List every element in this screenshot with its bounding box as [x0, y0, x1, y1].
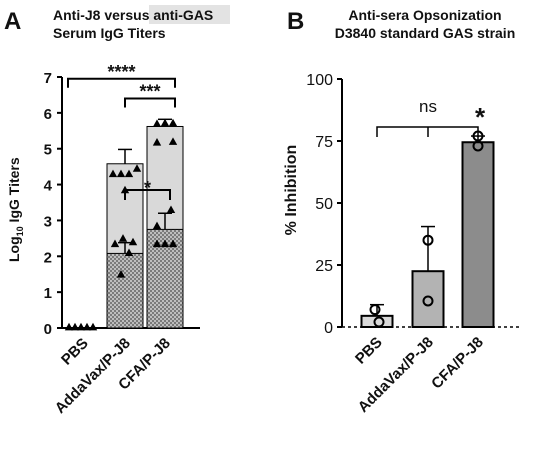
ylabel-prefix: Log: [6, 236, 22, 262]
a-sig-bracket-adda-cfa-label: ***: [139, 82, 160, 102]
a-sig-bracket-pbs-cfa-label: ****: [107, 62, 135, 82]
b-sig-label-ns: ns: [419, 97, 437, 116]
a-point-anti-gas: [124, 248, 134, 257]
b-y-tick-label: 25: [315, 258, 333, 275]
a-point-pbs: [76, 322, 86, 331]
ylabel-sub: 10: [15, 226, 25, 236]
b-y-tick-label: 50: [315, 196, 333, 213]
a-sig-bracket-adda-cfa: ***: [124, 82, 176, 108]
b-point: [422, 295, 434, 307]
a-sig-bracket-anti-gas-line: [124, 188, 171, 200]
panel-a-letter: A: [4, 8, 21, 35]
a-point-anti-j8: [108, 169, 118, 178]
a-y-tick-label: 6: [44, 106, 52, 123]
a-point-anti-gas: [152, 239, 162, 248]
a-point-pbs: [82, 322, 92, 331]
a-point-anti-j8: [152, 138, 162, 146]
a-y-tick-label: 1: [44, 285, 52, 302]
b-y-tick-label: 0: [324, 320, 333, 337]
a-point-anti-j8: [168, 118, 178, 127]
b-sig-label-star: *: [475, 102, 486, 132]
b-bar: [461, 141, 495, 328]
panel-a-title-line1: Anti-J8 versus anti-GAS: [53, 7, 213, 23]
panel-b-title-line2: D3840 standard GAS strain: [335, 25, 516, 41]
a-bar-anti-gas: [106, 252, 144, 329]
a-y-tick-label: 4: [44, 178, 53, 195]
panel-b-letter: B: [287, 8, 304, 35]
b-bar: [411, 270, 445, 329]
a-y-tick-label: 0: [44, 321, 52, 338]
ylabel-suffix: IgG Titers: [6, 157, 22, 226]
a-point-anti-j8: [124, 169, 134, 178]
panel-a-title-highlight: anti-GAS: [153, 7, 213, 23]
a-sig-bracket-anti-gas: *: [124, 178, 171, 200]
a-point-anti-gas: [152, 221, 162, 230]
a-category-label: PBS: [58, 335, 92, 369]
a-point-anti-gas: [128, 237, 138, 246]
a-point-anti-gas: [116, 270, 126, 278]
b-point: [369, 304, 381, 316]
b-point: [373, 316, 385, 328]
title-highlight-box: [149, 5, 230, 24]
a-point-anti-gas: [160, 239, 170, 248]
a-point-anti-gas: [118, 234, 128, 242]
panel-b-ylabel: % Inhibition: [283, 145, 300, 236]
a-point-pbs: [64, 322, 74, 331]
b-point: [472, 140, 484, 152]
b-category-label: CFA/P-J8: [428, 334, 487, 393]
a-point-anti-gas: [110, 239, 120, 248]
a-point-anti-j8: [132, 164, 142, 172]
b-y-tick-label: 100: [306, 72, 333, 89]
a-y-tick-label: 2: [44, 249, 52, 266]
panel-a-title-line2: Serum IgG Titers: [53, 25, 166, 41]
b-sig-brackets: ns *: [376, 97, 486, 137]
panel-a-ylabel: Log10 IgG Titers: [6, 157, 25, 262]
b-y-tick-label: 75: [315, 134, 333, 151]
a-point-anti-j8: [168, 137, 178, 145]
b-category-label: PBS: [352, 334, 386, 368]
a-point-anti-gas: [168, 239, 178, 248]
b-point: [422, 234, 434, 246]
a-point-anti-j8: [160, 118, 170, 127]
a-point-anti-j8: [116, 169, 126, 178]
a-y-tick-label: 7: [44, 70, 52, 87]
a-y-tick-label: 3: [44, 213, 52, 230]
panel-a-title-part1: Anti-J8 versus: [53, 7, 150, 23]
a-point-anti-gas: [166, 205, 176, 214]
a-sig-bracket-pbs-cfa: ****: [67, 62, 176, 88]
a-point-pbs: [88, 322, 98, 331]
a-sig-bracket-pbs-cfa-line: [67, 77, 176, 88]
a-sig-bracket-anti-gas-label: *: [144, 178, 151, 198]
panel-b-title-line1: Anti-sera Opsonization: [348, 7, 501, 23]
a-point-anti-j8: [152, 119, 162, 127]
a-y-tick-label: 5: [44, 142, 52, 159]
a-sig-bracket-adda-cfa-line: [124, 97, 176, 108]
a-point-pbs: [70, 322, 80, 331]
